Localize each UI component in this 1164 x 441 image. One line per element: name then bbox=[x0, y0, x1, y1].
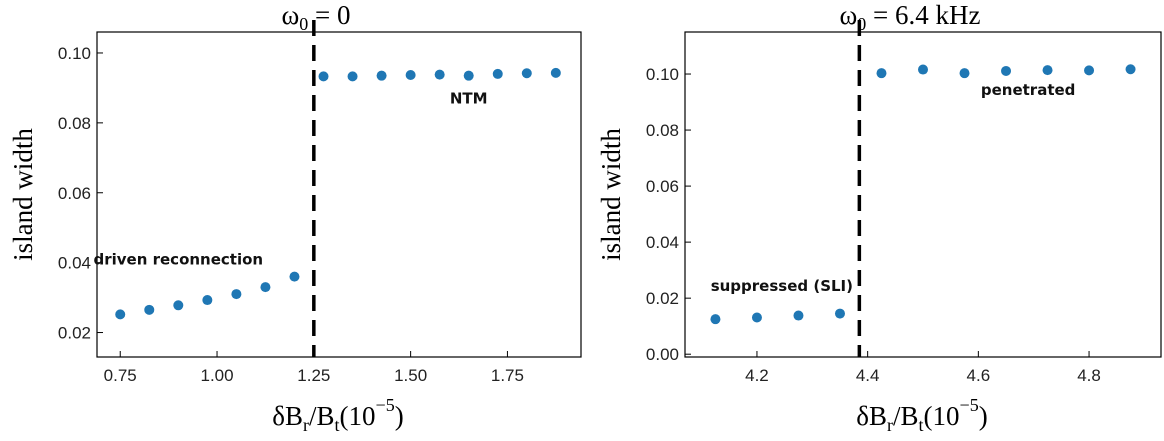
data-point bbox=[173, 300, 184, 311]
x-tick-label: 0.75 bbox=[104, 366, 137, 385]
chart-panel-2: 4.2 4.4 4.6 4.8 0.00 0.02 0.04 0.06 0.08 0.10 supp… bbox=[596, 0, 1162, 435]
x-tick-label: 4.8 bbox=[1077, 366, 1101, 385]
y-axis-title: island width bbox=[596, 128, 626, 261]
y-tick-label: 0.06 bbox=[58, 184, 91, 203]
data-point bbox=[260, 282, 271, 293]
data-point bbox=[318, 71, 329, 82]
data-point bbox=[710, 314, 721, 325]
y-axis-title: island width bbox=[8, 128, 38, 261]
x-axis-title: δBr/Bt(10−5) bbox=[856, 395, 987, 435]
data-point bbox=[492, 68, 503, 79]
data-point bbox=[793, 310, 804, 321]
y-tick-label: 0.00 bbox=[646, 345, 679, 364]
data-point bbox=[521, 68, 532, 79]
y-tick-label: 0.08 bbox=[646, 121, 679, 140]
y-tick-label: 0.02 bbox=[58, 324, 91, 343]
data-point bbox=[376, 70, 387, 81]
data-point bbox=[231, 289, 242, 300]
data-point bbox=[959, 68, 970, 79]
data-point bbox=[347, 71, 358, 82]
x-tick-label: 4.4 bbox=[856, 366, 880, 385]
data-point bbox=[1084, 65, 1095, 76]
data-point bbox=[751, 312, 762, 323]
x-tick-label: 1.50 bbox=[394, 366, 427, 385]
y-tick-label: 0.02 bbox=[646, 289, 679, 308]
x-tick-label: 4.6 bbox=[967, 366, 991, 385]
x-axis-title: δBr/Bt(10−5) bbox=[272, 395, 403, 435]
data-point bbox=[876, 68, 887, 79]
data-point bbox=[1001, 65, 1012, 76]
x-tick-label: 1.00 bbox=[200, 366, 233, 385]
chart-title: ω0 = 6.4 kHz bbox=[840, 0, 981, 34]
annotation-label: driven reconnection bbox=[93, 250, 263, 268]
axes-frame bbox=[684, 31, 1162, 358]
data-point bbox=[550, 67, 561, 78]
y-tick-label: 0.04 bbox=[58, 254, 91, 273]
annotation-label: penetrated bbox=[981, 81, 1076, 99]
annotation-label: NTM bbox=[450, 90, 488, 108]
data-point bbox=[144, 304, 155, 315]
axes-frame bbox=[96, 31, 582, 358]
x-tick-label: 1.25 bbox=[297, 366, 330, 385]
data-point bbox=[202, 295, 213, 306]
data-point bbox=[115, 309, 126, 320]
data-point bbox=[1125, 64, 1136, 75]
data-point bbox=[434, 69, 445, 80]
y-tick-label: 0.10 bbox=[58, 44, 91, 63]
y-tick-label: 0.04 bbox=[646, 233, 679, 252]
data-point bbox=[918, 64, 928, 75]
y-tick-label: 0.06 bbox=[646, 177, 679, 196]
data-point bbox=[289, 271, 300, 282]
y-tick-label: 0.08 bbox=[58, 114, 91, 133]
data-point bbox=[834, 308, 845, 319]
x-tick-label: 4.2 bbox=[745, 366, 769, 385]
data-point bbox=[405, 69, 416, 80]
annotation-label: suppressed (SLI) bbox=[711, 277, 853, 295]
x-tick-label: 1.75 bbox=[491, 366, 524, 385]
data-point bbox=[463, 70, 474, 81]
y-tick-label: 0.10 bbox=[646, 65, 679, 84]
chart-title: ω0 = 0 bbox=[281, 0, 350, 34]
chart-panel-1: 0.75 1.00 1.25 1.50 1.75 0.02 0.04 0.06 0.08 0.10… bbox=[8, 0, 582, 435]
data-point bbox=[1042, 65, 1053, 76]
